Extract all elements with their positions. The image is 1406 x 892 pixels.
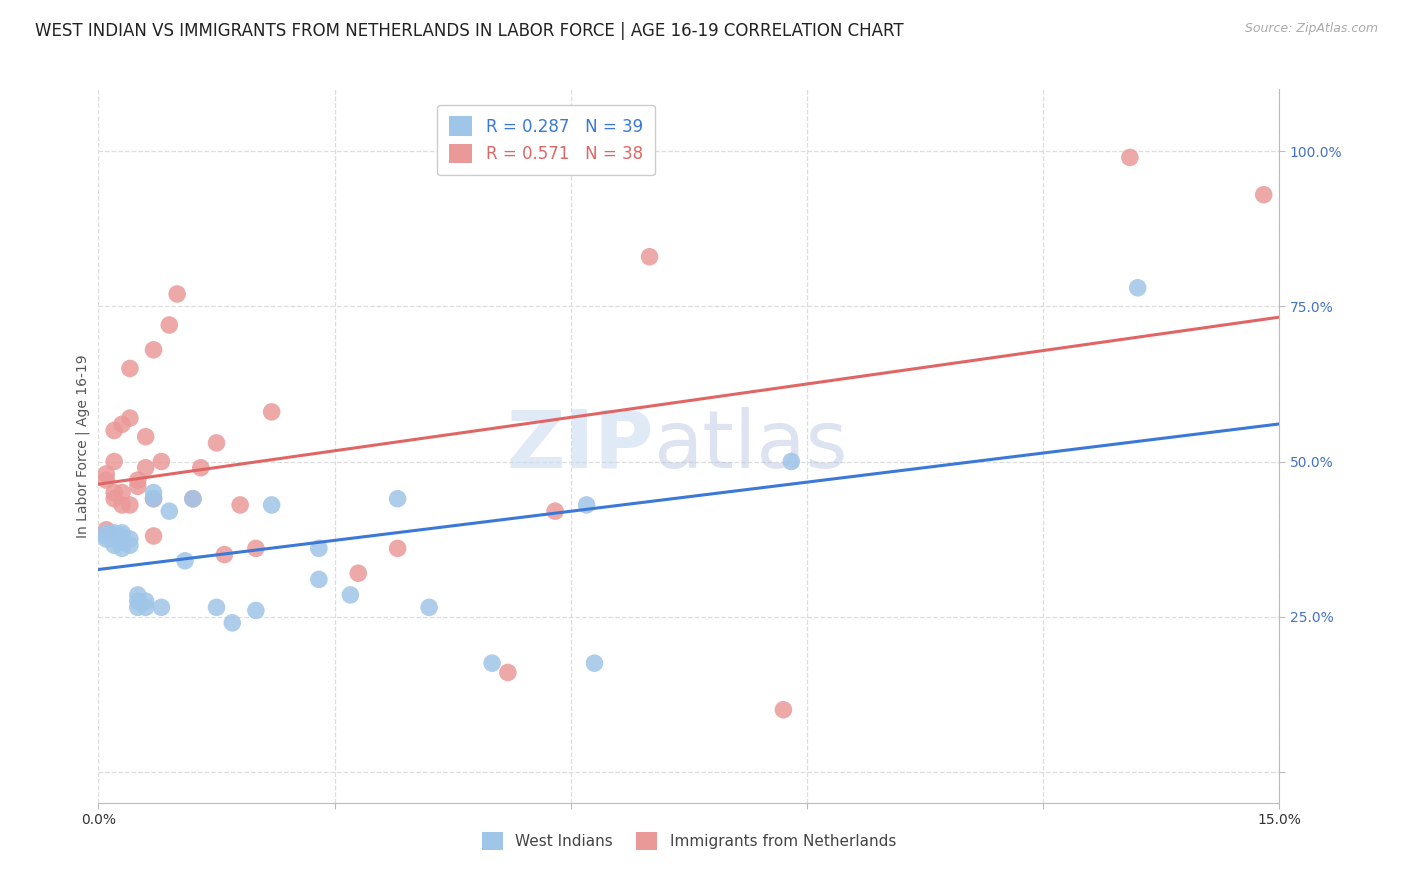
Point bbox=[1126, 281, 1149, 295]
Point bbox=[157, 504, 180, 518]
Point bbox=[135, 460, 157, 475]
Point bbox=[135, 594, 157, 608]
Point bbox=[190, 460, 212, 475]
Point bbox=[181, 491, 204, 506]
Point bbox=[103, 525, 125, 540]
Point bbox=[481, 656, 503, 670]
Text: atlas: atlas bbox=[654, 407, 848, 485]
Point bbox=[142, 491, 165, 506]
Point bbox=[127, 473, 149, 487]
Point bbox=[418, 600, 440, 615]
Point bbox=[96, 523, 118, 537]
Point bbox=[1119, 151, 1142, 165]
Point bbox=[96, 529, 118, 543]
Point bbox=[387, 541, 409, 556]
Point bbox=[103, 532, 125, 546]
Point bbox=[111, 417, 134, 432]
Point bbox=[103, 485, 125, 500]
Point bbox=[111, 529, 134, 543]
Point bbox=[583, 656, 606, 670]
Point bbox=[174, 554, 197, 568]
Point bbox=[111, 525, 134, 540]
Point bbox=[96, 525, 118, 540]
Point bbox=[111, 541, 134, 556]
Y-axis label: In Labor Force | Age 16-19: In Labor Force | Age 16-19 bbox=[76, 354, 90, 538]
Point bbox=[496, 665, 519, 680]
Point bbox=[157, 318, 180, 332]
Point bbox=[118, 361, 141, 376]
Point bbox=[142, 485, 165, 500]
Point bbox=[96, 467, 118, 481]
Point bbox=[544, 504, 567, 518]
Point bbox=[245, 541, 267, 556]
Point bbox=[111, 485, 134, 500]
Point bbox=[118, 538, 141, 552]
Point bbox=[387, 491, 409, 506]
Point bbox=[103, 454, 125, 468]
Point bbox=[135, 430, 157, 444]
Point bbox=[142, 529, 165, 543]
Point bbox=[103, 491, 125, 506]
Point bbox=[103, 529, 125, 543]
Point bbox=[1253, 187, 1275, 202]
Point bbox=[127, 594, 149, 608]
Point bbox=[142, 491, 165, 506]
Point bbox=[135, 600, 157, 615]
Point bbox=[142, 343, 165, 357]
Text: WEST INDIAN VS IMMIGRANTS FROM NETHERLANDS IN LABOR FORCE | AGE 16-19 CORRELATIO: WEST INDIAN VS IMMIGRANTS FROM NETHERLAN… bbox=[35, 22, 904, 40]
Point bbox=[96, 532, 118, 546]
Point bbox=[127, 600, 149, 615]
Point bbox=[260, 498, 283, 512]
Text: ZIP: ZIP bbox=[506, 407, 654, 485]
Point bbox=[103, 424, 125, 438]
Point bbox=[260, 405, 283, 419]
Point bbox=[205, 436, 228, 450]
Point bbox=[127, 479, 149, 493]
Point bbox=[111, 532, 134, 546]
Point bbox=[118, 498, 141, 512]
Point bbox=[308, 573, 330, 587]
Point bbox=[245, 603, 267, 617]
Point bbox=[118, 532, 141, 546]
Point bbox=[150, 600, 173, 615]
Point bbox=[118, 411, 141, 425]
Point bbox=[229, 498, 252, 512]
Point bbox=[150, 454, 173, 468]
Point bbox=[181, 491, 204, 506]
Point bbox=[772, 703, 794, 717]
Point bbox=[214, 548, 236, 562]
Point bbox=[347, 566, 370, 581]
Point bbox=[127, 588, 149, 602]
Point bbox=[575, 498, 598, 512]
Point bbox=[780, 454, 803, 468]
Point bbox=[96, 473, 118, 487]
Point bbox=[111, 498, 134, 512]
Point bbox=[103, 538, 125, 552]
Text: Source: ZipAtlas.com: Source: ZipAtlas.com bbox=[1244, 22, 1378, 36]
Point bbox=[308, 541, 330, 556]
Point bbox=[205, 600, 228, 615]
Legend: West Indians, Immigrants from Netherlands: West Indians, Immigrants from Netherland… bbox=[475, 826, 903, 855]
Point bbox=[166, 287, 188, 301]
Point bbox=[638, 250, 661, 264]
Point bbox=[111, 535, 134, 549]
Point bbox=[339, 588, 361, 602]
Point bbox=[221, 615, 243, 630]
